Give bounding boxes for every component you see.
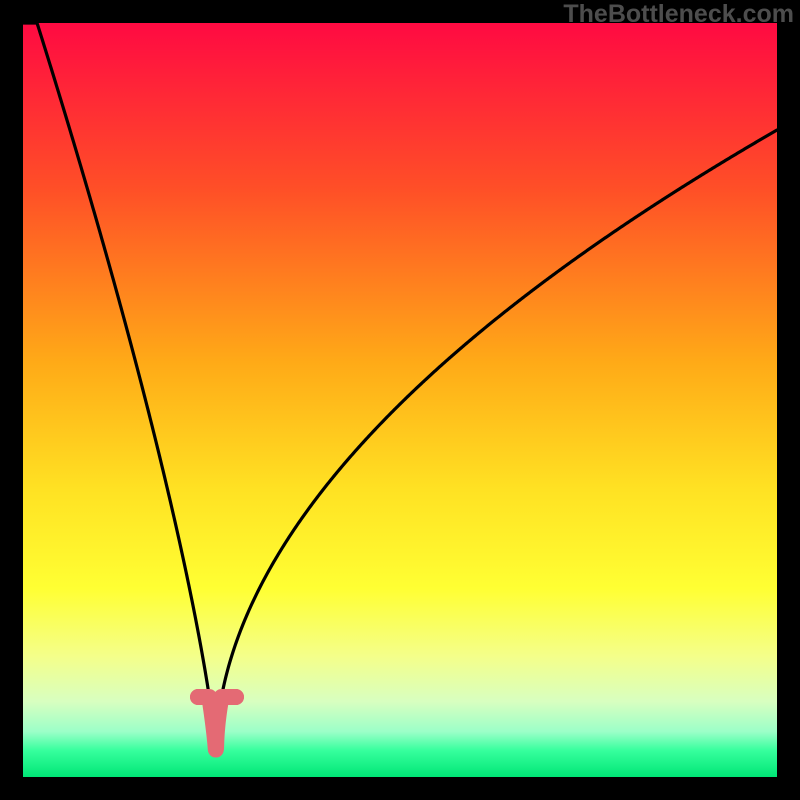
chart-background (23, 23, 777, 777)
min-marker-dot-left (190, 689, 206, 705)
watermark-text: TheBottleneck.com (563, 0, 794, 29)
min-marker-dot-right (228, 689, 244, 705)
chart-container: TheBottleneck.com (0, 0, 800, 800)
chart-svg (0, 0, 800, 800)
